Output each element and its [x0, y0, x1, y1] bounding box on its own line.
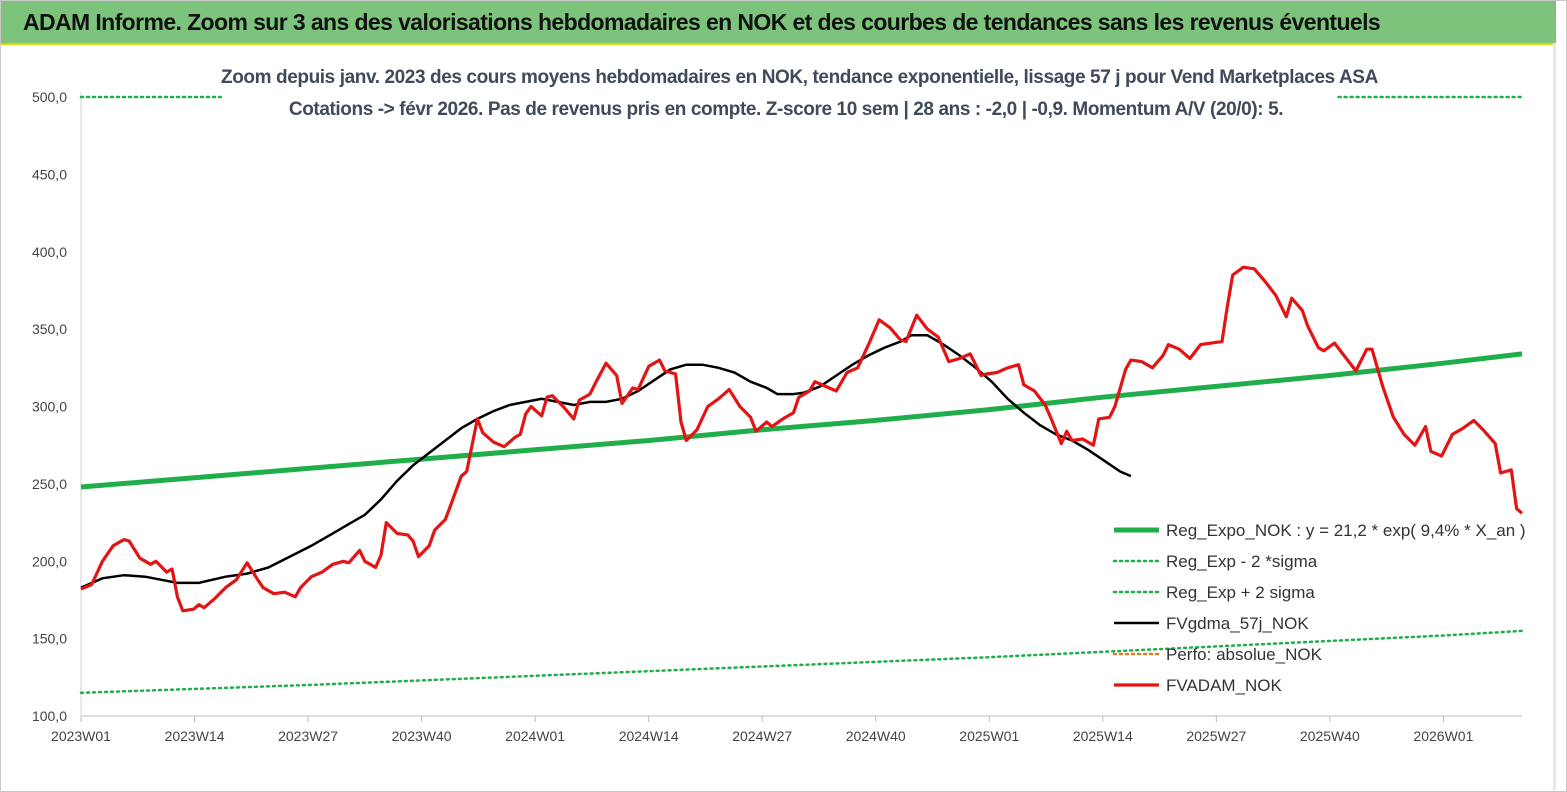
x-tick-label: 2024W27	[732, 728, 792, 744]
x-tick-label: 2023W14	[165, 728, 225, 744]
x-tick-label: 2025W14	[1073, 728, 1133, 744]
y-tick-label: 500,0	[32, 89, 67, 105]
legend-label: FVgdma_57j_NOK	[1166, 614, 1309, 633]
axis-layer: 100,0 150,0 200,0 250,0 300,0 350,0 400,0 450,0…	[32, 89, 1522, 744]
series-1-line	[79, 629, 1524, 695]
y-tick-label: 250,0	[32, 476, 67, 492]
y-tick-label: 400,0	[32, 244, 67, 260]
y-tick-label: 350,0	[32, 321, 67, 337]
x-tick-label: 2023W27	[278, 728, 338, 744]
legend-label: Reg_Expo_NOK : y = 21,2 * exp( 9,4% * X_…	[1166, 521, 1526, 540]
x-tick-label: 2025W40	[1300, 728, 1360, 744]
x-tick-label: 2026W01	[1413, 728, 1473, 744]
y-tick-label: 200,0	[32, 553, 67, 569]
series-3-line	[80, 334, 1132, 589]
x-tick-label: 2024W14	[619, 728, 679, 744]
report-title: ADAM Informe. Zoom sur 3 ans des valoris…	[23, 9, 1381, 35]
x-tick-label: 2023W40	[392, 728, 452, 744]
legend-label: Reg_Exp - 2 *sigma	[1166, 552, 1318, 571]
legend-label: Perfo: absolue_NOK	[1166, 645, 1323, 664]
series-5-line	[80, 265, 1524, 613]
series-0-line	[80, 351, 1523, 490]
scroll-edge	[1553, 43, 1556, 791]
x-tick-label: 2025W27	[1186, 728, 1246, 744]
x-tick-label: 2024W01	[505, 728, 565, 744]
y-tick-label: 300,0	[32, 399, 67, 415]
x-tick-label: 2025W01	[959, 728, 1019, 744]
legend: Reg_Expo_NOK : y = 21,2 * exp( 9,4% * X_…	[1112, 521, 1526, 695]
chart-subtitle: Cotations -> févr 2026. Pas de revenus p…	[288, 99, 1284, 120]
x-tick-label: 2023W01	[51, 728, 111, 744]
chart-title: Zoom depuis janv. 2023 des cours moyens …	[221, 67, 1378, 88]
legend-label: Reg_Exp + 2 sigma	[1166, 583, 1315, 602]
report-banner: ADAM Informe. Zoom sur 3 ans des valoris…	[1, 1, 1556, 45]
y-tick-label: 150,0	[32, 631, 67, 647]
y-tick-label: 100,0	[32, 708, 67, 724]
legend-label: FVADAM_NOK	[1166, 676, 1283, 695]
x-tick-label: 2024W40	[846, 728, 906, 744]
y-tick-label: 450,0	[32, 166, 67, 182]
series-layer	[79, 95, 1524, 695]
